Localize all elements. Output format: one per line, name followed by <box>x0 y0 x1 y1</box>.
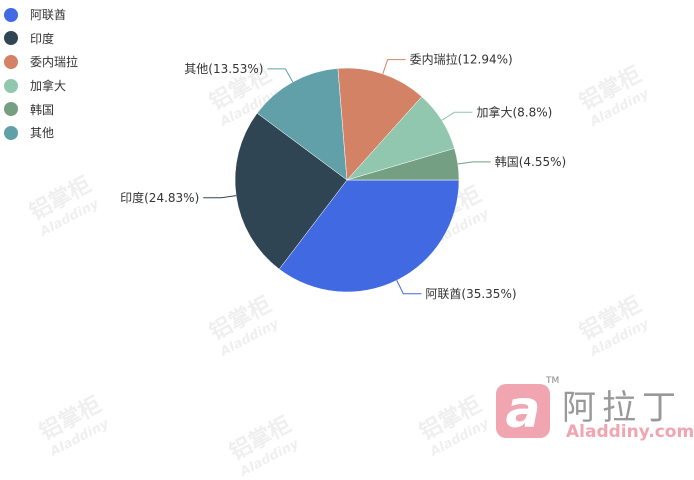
slice-label: 阿联酋(35.35%) <box>425 286 516 301</box>
legend-marker <box>4 125 18 140</box>
legend-marker <box>4 78 18 93</box>
pie-slice-1[interactable] <box>234 112 348 270</box>
legend-marker <box>4 7 18 22</box>
legend-label: 其他 <box>30 126 55 141</box>
label-leader-line <box>203 195 237 199</box>
legend: 阿联酋 印度 委内瑞拉 加拿大 韩国 其他 <box>4 3 78 145</box>
logo-tm: TM <box>546 376 560 386</box>
pie-chart: 阿联酋(35.35%) 印度(24.83%) 其他(13.53%) 委内瑞拉(12.9… <box>120 52 566 301</box>
logo-english: Aladdiny.com <box>566 422 694 442</box>
aladdin-logo: a TM 阿拉丁 Aladdiny.com <box>496 376 694 448</box>
legend-item-other[interactable]: 其他 <box>4 121 78 145</box>
legend-item-india[interactable]: 印度 <box>4 27 78 51</box>
pie-slice-5[interactable] <box>346 148 460 181</box>
label-leader-line <box>396 280 422 295</box>
legend-label: 阿联酋 <box>30 8 67 23</box>
pie-slice-2[interactable] <box>256 68 348 181</box>
legend-label: 委内瑞拉 <box>30 55 79 70</box>
label-leader-line <box>457 161 491 165</box>
legend-marker <box>4 54 18 69</box>
slice-label: 加拿大(8.8%) <box>476 104 552 119</box>
legend-item-korea[interactable]: 韩国 <box>4 97 78 121</box>
legend-item-canada[interactable]: 加拿大 <box>4 74 78 98</box>
logo-symbol: a <box>496 384 550 438</box>
logo-chinese: 阿拉丁 <box>562 388 682 428</box>
pie-slice-0[interactable] <box>278 179 460 293</box>
slice-label: 其他(13.53%) <box>184 62 263 76</box>
slice-label: 委内瑞拉(12.94%) <box>410 52 513 67</box>
slice-label: 韩国(4.55%) <box>495 154 566 169</box>
legend-label: 韩国 <box>30 102 55 117</box>
label-leader-line <box>441 111 473 121</box>
legend-marker <box>4 102 18 117</box>
slice-label: 印度(24.83%) <box>120 190 199 205</box>
legend-marker <box>4 31 18 46</box>
label-leader-line <box>382 59 406 75</box>
label-leader-line <box>267 68 294 83</box>
legend-label: 印度 <box>30 31 55 46</box>
legend-item-venezuela[interactable]: 委内瑞拉 <box>4 50 78 74</box>
pie-slice-3[interactable] <box>337 67 423 181</box>
legend-item-uae[interactable]: 阿联酋 <box>4 3 78 27</box>
legend-label: 加拿大 <box>30 79 67 94</box>
